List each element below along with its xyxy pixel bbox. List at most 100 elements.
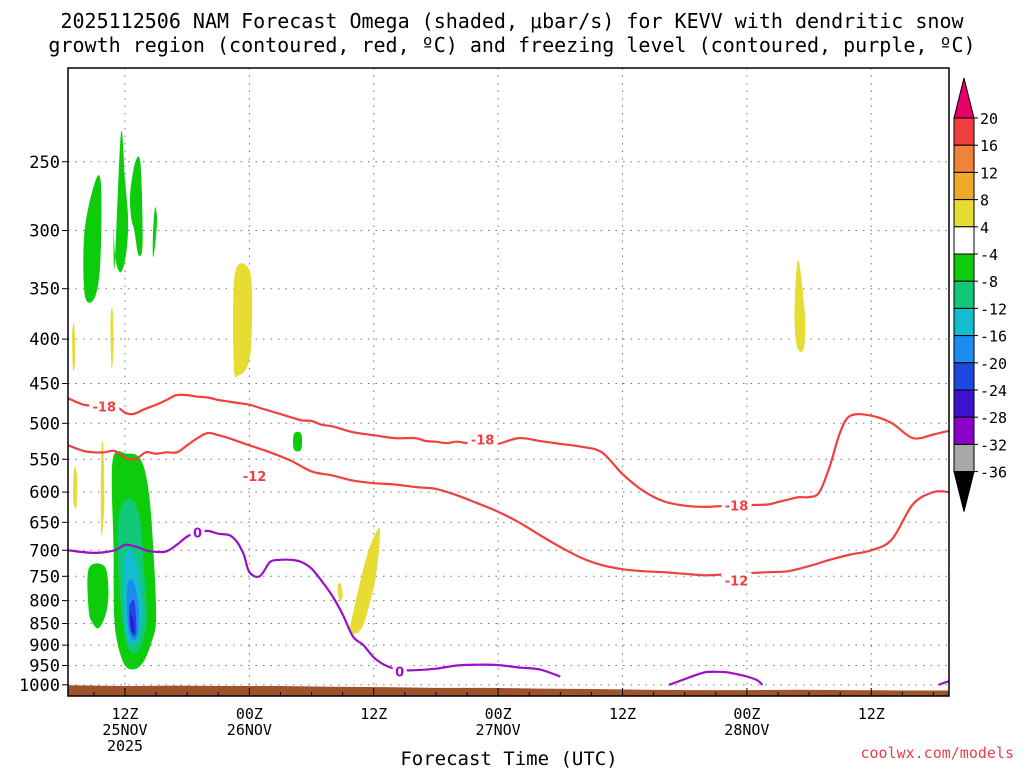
plot-frame xyxy=(67,67,950,697)
colorbar-label: -16 xyxy=(980,328,1007,346)
x-tick-label: 12Z xyxy=(609,705,636,723)
y-tick-label: 500 xyxy=(29,414,60,434)
x-tick-label: 12Z xyxy=(858,705,885,723)
colorbar-label: -8 xyxy=(980,273,998,291)
colorbar-segment xyxy=(953,144,975,173)
y-tick-label: 650 xyxy=(29,513,60,533)
freezing-contour xyxy=(668,670,764,686)
omega-region xyxy=(110,307,114,370)
contour-label-bg xyxy=(467,431,498,447)
omega-region xyxy=(87,563,109,629)
omega-region xyxy=(794,259,806,353)
omega-region xyxy=(130,613,135,634)
omega-region xyxy=(72,323,76,372)
colorbar-label: 12 xyxy=(980,164,998,182)
contour-label-bg xyxy=(721,497,752,513)
colorbar-segment xyxy=(953,226,975,255)
colorbar-label: -28 xyxy=(980,409,1007,427)
colorbar-segment xyxy=(953,362,975,391)
y-tick-label: 800 xyxy=(29,592,60,612)
y-tick-label: 700 xyxy=(29,541,60,561)
freezing-contour xyxy=(938,680,949,686)
colorbar-top-arrow xyxy=(953,77,975,119)
terrain-layer xyxy=(68,685,949,696)
contour-label: -18 xyxy=(725,500,749,515)
omega-region xyxy=(83,175,102,303)
contour-label-bg xyxy=(392,663,407,679)
terrain-fill xyxy=(68,685,949,696)
y-tick-label: 750 xyxy=(29,567,60,587)
contour-labels: -18 -18 -18 -12 -12 0 0 xyxy=(89,398,752,680)
contour-label: 0 xyxy=(193,527,202,542)
contour-label: -18 xyxy=(471,434,495,449)
x-tick-label: 28NOV xyxy=(724,721,769,739)
contour-label: -12 xyxy=(243,470,267,485)
colorbar-segment xyxy=(953,335,975,364)
contour-label: -18 xyxy=(93,400,117,415)
y-tick-label: 250 xyxy=(29,153,60,173)
colorbar-label: 16 xyxy=(980,137,998,155)
omega-region xyxy=(152,206,158,258)
y-axis: 2503003504004505005506006507007508008509… xyxy=(19,153,68,696)
x-axis-label: Forecast Time (UTC) xyxy=(400,748,617,768)
colorbar-label: 4 xyxy=(980,219,989,237)
omega-region xyxy=(337,583,343,602)
colorbar-segment xyxy=(953,280,975,309)
colorbar-label: -32 xyxy=(980,436,1007,454)
source-credit[interactable]: coolwx.com/models xyxy=(860,744,1014,762)
y-tick-label: 300 xyxy=(29,222,60,242)
omega-region xyxy=(129,156,143,257)
colorbar-segment xyxy=(953,443,975,473)
omega-shaded-regions xyxy=(72,130,806,670)
colorbar-segment xyxy=(953,307,975,337)
y-tick-label: 450 xyxy=(29,375,60,395)
contour-label-bg xyxy=(239,468,270,484)
y-tick-label: 550 xyxy=(29,450,60,470)
contour-label-bg xyxy=(190,524,205,540)
dgz-contour xyxy=(68,393,949,508)
colorbar-label: -24 xyxy=(980,382,1007,400)
colorbar-label: -12 xyxy=(980,300,1007,318)
y-tick-label: 400 xyxy=(29,330,60,350)
x-tick-label: 00Z xyxy=(485,705,512,723)
contour-label-bg xyxy=(721,572,752,588)
x-tick-label: 12Z xyxy=(111,705,138,723)
omega-region xyxy=(293,431,303,452)
colorbar-segment xyxy=(953,416,975,445)
colorbar-label: -4 xyxy=(980,246,998,264)
y-tick-label: 850 xyxy=(29,615,60,635)
colorbar-segment xyxy=(953,117,975,146)
y-tick-label: 350 xyxy=(29,280,60,300)
colorbar-segment xyxy=(953,199,975,228)
colorbar-label: -36 xyxy=(980,464,1007,482)
contour-label: -12 xyxy=(725,574,749,589)
x-tick-label: 2025 xyxy=(107,737,143,755)
x-tick-label: 00Z xyxy=(236,705,263,723)
omega-region xyxy=(73,466,78,509)
y-tick-label: 600 xyxy=(29,483,60,503)
chart-title-line2: growth region (contoured, red, ºC) and f… xyxy=(48,33,976,57)
freezing-contour xyxy=(68,529,561,678)
omega-region xyxy=(233,263,253,378)
contour-label-bg xyxy=(89,398,120,414)
y-tick-label: 900 xyxy=(29,636,60,656)
colorbar-segment xyxy=(953,253,975,282)
omega-region xyxy=(100,441,105,536)
colorbar: 20 16 12 8 4 -4 -8 -12 -16 -20 -24 -28 -32 -36 xyxy=(953,77,1007,512)
grid-lines xyxy=(68,68,949,696)
colorbar-label: 8 xyxy=(980,192,989,210)
contour-label: 0 xyxy=(395,665,404,680)
y-tick-label: 1000 xyxy=(19,676,60,696)
x-tick-label: 00Z xyxy=(733,705,760,723)
chart-title-line1: 2025112506 NAM Forecast Omega (shaded, μ… xyxy=(60,9,964,33)
y-tick-label: 950 xyxy=(29,656,60,676)
colorbar-bottom-arrow xyxy=(953,471,975,512)
x-tick-label: 25NOV xyxy=(102,721,147,739)
colorbar-label: -20 xyxy=(980,355,1007,373)
omega-region xyxy=(113,130,129,273)
colorbar-segment xyxy=(953,389,975,418)
x-tick-label: 26NOV xyxy=(227,721,272,739)
omega-region xyxy=(349,527,381,634)
